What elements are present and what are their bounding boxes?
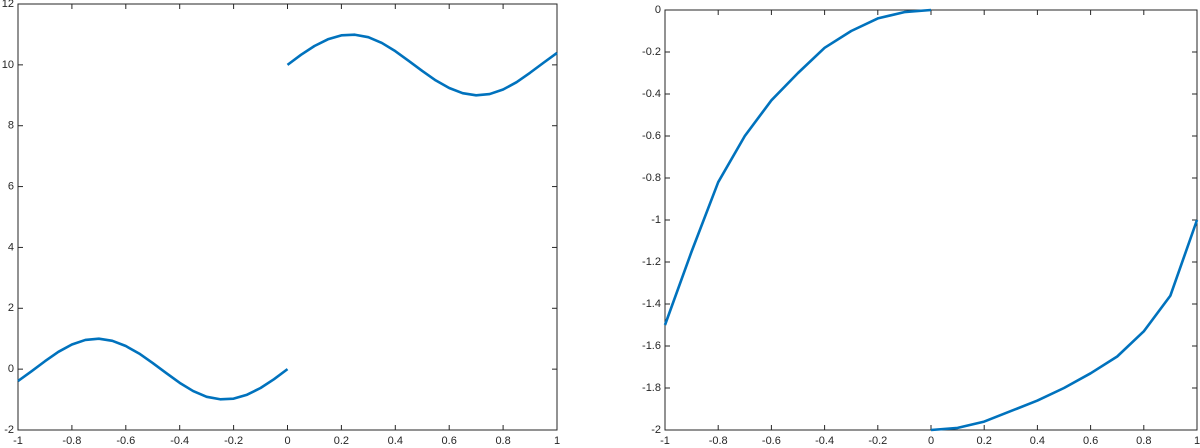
x-tick-label: 0.2	[334, 435, 349, 447]
y-tick-label: 10	[2, 59, 14, 71]
data-line	[17, 33, 558, 401]
y-tick-label: -1.8	[642, 382, 661, 394]
x-tick-label: 0.2	[977, 435, 992, 447]
x-tick-label: -0.2	[224, 435, 243, 447]
axes-frame	[664, 9, 1198, 431]
x-tick-label: -0.8	[709, 435, 728, 447]
y-tick-label: -0.6	[642, 130, 661, 142]
x-tick-label: -0.6	[116, 435, 135, 447]
y-tick-label: 2	[8, 302, 14, 314]
y-tick-label: -0.8	[642, 172, 661, 184]
y-tick-label: -0.4	[642, 88, 661, 100]
y-tick-label: 6	[8, 180, 14, 192]
data-line	[663, 8, 1199, 432]
y-tick-label: 12	[2, 0, 14, 10]
y-tick-label: -0.2	[642, 46, 661, 58]
x-tick-label: 0.6	[442, 435, 457, 447]
x-tick-label: -1	[13, 435, 23, 447]
y-tick-label: 4	[8, 241, 14, 253]
x-tick-label: -0.6	[762, 435, 781, 447]
y-tick-label: -1	[651, 214, 661, 226]
x-tick-label: -0.4	[815, 435, 834, 447]
x-tick-label: 0	[284, 435, 290, 447]
y-tick-label: 0	[8, 363, 14, 375]
x-tick-label: -0.2	[868, 435, 887, 447]
axes-frame	[17, 3, 558, 431]
x-tick-label: 1	[1194, 435, 1200, 447]
y-tick-label: 8	[8, 120, 14, 132]
x-tick-label: 0	[928, 435, 934, 447]
y-tick-label: -1.6	[642, 340, 661, 352]
x-tick-label: 0.4	[388, 435, 403, 447]
y-tick-label: -2	[651, 424, 661, 436]
x-tick-label: -0.8	[62, 435, 81, 447]
x-tick-label: 0.8	[1136, 435, 1151, 447]
y-tick-label: -1.4	[642, 298, 661, 310]
y-tick-label: -2	[4, 424, 14, 436]
x-tick-label: 0.6	[1083, 435, 1098, 447]
x-tick-label: -0.4	[170, 435, 189, 447]
y-tick-label: -1.2	[642, 256, 661, 268]
y-tick-label: 0	[655, 4, 661, 16]
x-tick-label: -1	[660, 435, 670, 447]
x-tick-label: 1	[554, 435, 560, 447]
x-tick-label: 0.8	[495, 435, 510, 447]
x-tick-label: 0.4	[1030, 435, 1045, 447]
